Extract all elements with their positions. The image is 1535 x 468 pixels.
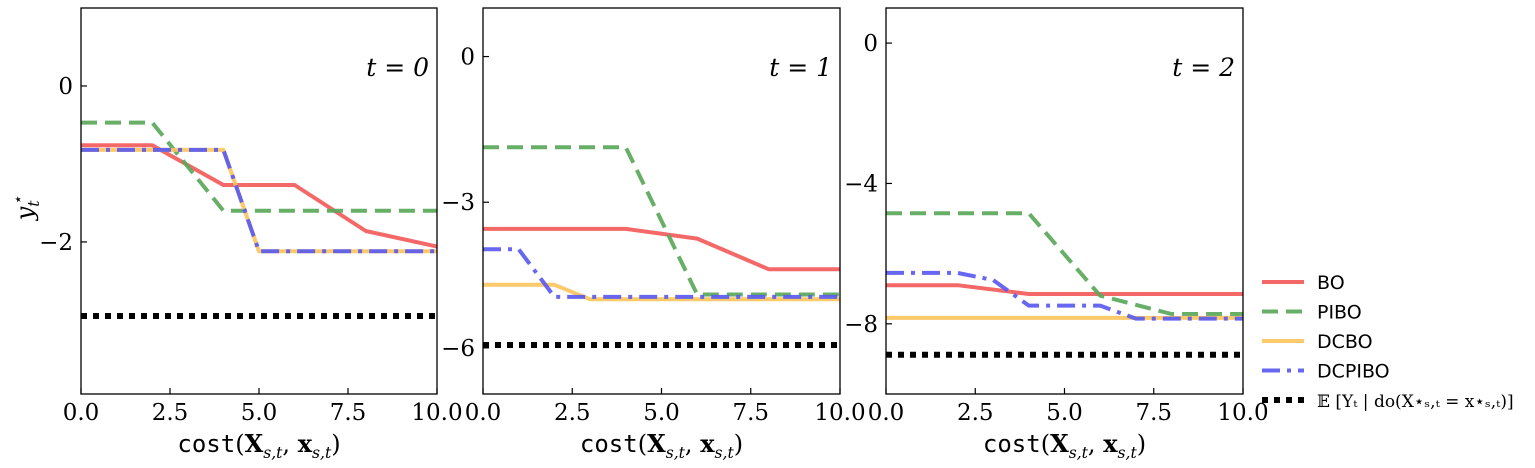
panel-label: t = 0 [366,53,429,82]
x-tick-label: 7.5 [732,400,769,426]
x-tick-label: 5.0 [1046,400,1083,426]
y-tick-label: 0 [863,31,878,57]
x-tick-label: 0.0 [63,400,100,426]
x-tick-label: 10.0 [1217,400,1268,426]
y-tick-label: −8 [844,312,878,338]
x-tick-label: 7.5 [1135,400,1172,426]
panel-label: t = 1 [769,53,832,82]
y-tick-label: −4 [844,171,878,197]
series-line-dcbo-panel-1 [483,282,840,302]
y-tick-label: 0 [460,45,475,71]
x-tick-label: 10.0 [411,400,462,426]
x-tick-label: 7.5 [330,400,367,426]
x-tick-label: 5.0 [643,400,680,426]
y-tick-label: 0 [58,74,73,100]
chart-panel-1: 0.0 2.5 5.0 7.5 10.0 0 −3 −6 t = 1 cost(Xs,t, xs,… [441,7,866,462]
legend-label-2: DCBO [1317,331,1373,353]
x-tick-label: 2.5 [152,400,189,426]
series-line-pibo-panel-2 [886,211,1243,316]
chart-panel-2: 0.0 2.5 5.0 7.5 10.0 0 −4 −8 t = 2 cost(Xs,t, xs,… [844,7,1269,462]
legend-label-0: BO [1317,272,1345,294]
legend: BO PIBO DCBO DCPIBO 𝔼 [Yₜ | do(X⋆ₛ,ₜ = x⋆ₛ,ₜ… [1262,272,1514,412]
x-tick-label: 2.5 [957,400,994,426]
series-line-dcpibo-panel-0 [81,147,437,254]
series-line-dcpibo-panel-2 [886,270,1243,321]
x-tick-label: 0.0 [868,400,905,426]
chart-panel-0: 0.0 2.5 5.0 7.5 10.0 0 −2 t = 0 cost(Xs,t, xs,t)… [9,7,463,462]
legend-label-4: 𝔼 [Yₜ | do(X⋆ₛ,ₜ = x⋆ₛ,ₜ)] [1317,392,1514,412]
x-axis-label: cost(Xs,t, xs,t) [580,429,743,462]
legend-label-3: DCPIBO [1317,361,1390,383]
series-line-pibo-panel-1 [483,145,840,297]
y-tick-label: −2 [39,230,73,256]
panel-label: t = 2 [1172,53,1235,82]
x-axis-label: cost(Xs,t, xs,t) [177,429,340,462]
y-tick-label: −3 [441,190,475,216]
series-line-bo-panel-0 [81,143,438,249]
series-line-dcpibo-panel-1 [483,247,840,299]
series-line-bo-panel-2 [886,283,1243,296]
y-tick-label: −6 [441,336,475,362]
x-axis-label: cost(Xs,t, xs,t) [983,429,1146,462]
legend-label-1: PIBO [1317,302,1362,324]
series-line-bo-panel-1 [483,226,840,272]
y-axis-label: yt⋆ [9,195,43,221]
x-tick-label: 10.0 [814,400,865,426]
x-tick-label: 0.0 [465,400,502,426]
x-tick-label: 2.5 [554,400,591,426]
series-line-pibo-panel-0 [81,120,437,213]
x-tick-label: 5.0 [241,400,278,426]
